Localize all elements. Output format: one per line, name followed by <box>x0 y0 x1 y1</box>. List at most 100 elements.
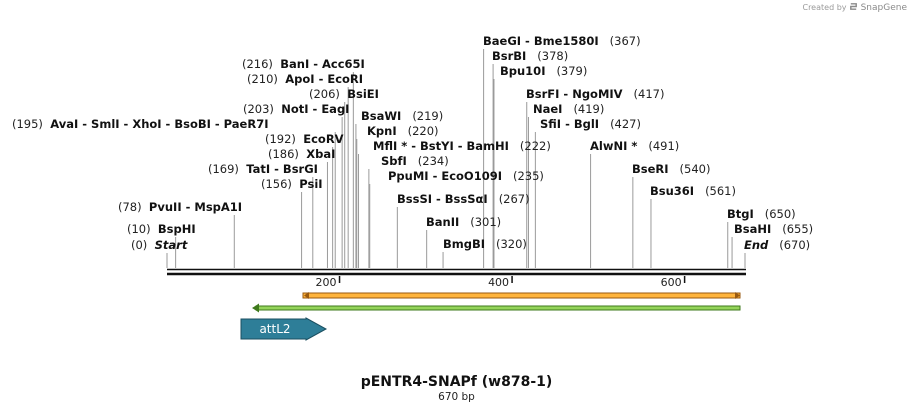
site-enzyme-name: BssSI - BssSαI <box>397 192 488 206</box>
site-label-3[interactable]: (156) PsiI <box>261 177 323 191</box>
site-label-5[interactable]: (186) XbaI <box>268 147 335 161</box>
site-enzyme-name: EcoRV <box>303 132 343 146</box>
site-enzyme-name: PvuII - MspA1I <box>149 200 242 214</box>
site-position: (192) <box>265 132 296 146</box>
orf-band[interactable] <box>302 292 741 299</box>
site-enzyme-name: BanII <box>426 215 459 229</box>
site-enzyme-name: BsiEI <box>347 87 379 101</box>
credit-prefix: Created by <box>802 3 847 12</box>
site-enzyme-name: SbfI <box>381 154 407 168</box>
site-position: (216) <box>242 57 273 71</box>
site-label-11[interactable]: (216) BanI - Acc65I <box>242 57 365 71</box>
site-label-13[interactable]: KpnI (220) <box>367 124 439 138</box>
site-label-25[interactable]: SfiI - BglI (427) <box>540 117 641 131</box>
site-position: (210) <box>247 72 278 86</box>
site-label-23[interactable]: BsrFI - NgoMIV (417) <box>526 87 664 101</box>
site-label-14[interactable]: MflI * - BstYI - BamHI (222) <box>373 139 551 153</box>
site-enzyme-name: PpuMI - EcoO109I <box>388 169 502 183</box>
site-enzyme-name: BanI - Acc65I <box>280 57 365 71</box>
site-label-2[interactable]: (78) PvuII - MspA1I <box>118 200 242 214</box>
site-enzyme-name: NaeI <box>533 102 562 116</box>
site-enzyme-name: SfiI - BglI <box>540 117 599 131</box>
site-position: (427) <box>610 117 641 131</box>
site-position: (540) <box>680 162 711 176</box>
site-label-15[interactable]: SbfI (234) <box>381 154 449 168</box>
site-label-9[interactable]: (206) BsiEI <box>309 87 379 101</box>
site-label-10[interactable]: (210) ApoI - EcoRI <box>247 72 363 86</box>
site-position: (220) <box>408 124 439 138</box>
site-enzyme-name: NotI - EagI <box>281 102 349 116</box>
site-enzyme-name: BmgBI <box>443 237 485 251</box>
site-position: (670) <box>779 238 810 252</box>
site-enzyme-name: Bsu36I <box>650 184 694 198</box>
site-label-18[interactable]: BanII (301) <box>426 215 501 229</box>
site-enzyme-name: End <box>744 238 769 252</box>
site-enzyme-name: BaeGI - Bme1580I <box>483 34 599 48</box>
site-enzyme-name: KpnI <box>367 124 397 138</box>
site-position: (219) <box>412 109 443 123</box>
site-label-22[interactable]: Bpu10I (379) <box>500 64 587 78</box>
site-label-24[interactable]: NaeI (419) <box>533 102 604 116</box>
site-enzyme-name: BspHI <box>158 222 196 236</box>
site-label-0[interactable]: (0) Start <box>131 238 188 252</box>
site-position: (491) <box>648 139 679 153</box>
site-label-31[interactable]: End (670) <box>744 238 810 252</box>
site-enzyme-name: Start <box>155 238 188 252</box>
site-label-27[interactable]: BseRI (540) <box>632 162 710 176</box>
tick-label-200: 200 <box>316 276 337 289</box>
site-enzyme-name: BsrBI <box>492 49 526 63</box>
orf-band-left-arrow <box>304 292 309 299</box>
site-position: (417) <box>634 87 665 101</box>
site-position: (10) <box>127 222 151 236</box>
site-enzyme-name: MflI * - BstYI - BamHI <box>373 139 509 153</box>
snapgene-credit: Created by SnapGene <box>802 2 907 13</box>
site-position: (186) <box>268 147 299 161</box>
backbone-line <box>167 268 746 276</box>
feature-label-attL2: attL2 <box>259 322 290 336</box>
site-label-8[interactable]: (203) NotI - EagI <box>243 102 349 116</box>
site-position: (379) <box>556 64 587 78</box>
green-band[interactable] <box>255 305 741 311</box>
site-enzyme-name: Bpu10I <box>500 64 545 78</box>
green-band-left-arrow <box>252 303 259 313</box>
site-label-29[interactable]: BtgI (650) <box>727 207 796 221</box>
site-enzyme-name: AvaI - SmlI - XhoI - BsoBI - PaeR7I <box>50 117 268 131</box>
site-position: (195) <box>12 117 43 131</box>
site-position: (320) <box>496 237 527 251</box>
site-position: (222) <box>520 139 551 153</box>
site-position: (561) <box>705 184 736 198</box>
site-label-4[interactable]: (169) TatI - BsrGI <box>208 162 318 176</box>
site-label-1[interactable]: (10) BspHI <box>127 222 196 236</box>
site-label-26[interactable]: AlwNI * (491) <box>590 139 679 153</box>
site-enzyme-name: BtgI <box>727 207 754 221</box>
site-position: (301) <box>470 215 501 229</box>
site-position: (267) <box>499 192 530 206</box>
site-enzyme-name: TatI - BsrGI <box>246 162 318 176</box>
feature-arrow-attL2[interactable] <box>240 317 328 341</box>
site-label-6[interactable]: (192) EcoRV <box>265 132 344 146</box>
site-label-7[interactable]: (195) AvaI - SmlI - XhoI - BsoBI - PaeR7… <box>12 117 269 131</box>
site-label-16[interactable]: PpuMI - EcoO109I (235) <box>388 169 544 183</box>
site-label-30[interactable]: BsaHI (655) <box>734 222 813 236</box>
map-title: pENTR4-SNAPf (w878-1) <box>360 374 553 390</box>
snapgene-logo-icon <box>849 3 861 12</box>
tick-label-600: 600 <box>661 276 682 289</box>
credit-brand: SnapGene <box>860 3 907 13</box>
site-label-17[interactable]: BssSI - BssSαI (267) <box>397 192 530 206</box>
site-enzyme-name: BsrFI - NgoMIV <box>526 87 623 101</box>
site-position: (367) <box>610 34 641 48</box>
site-position: (650) <box>765 207 796 221</box>
site-position: (234) <box>418 154 449 168</box>
site-label-19[interactable]: BmgBI (320) <box>443 237 527 251</box>
site-position: (655) <box>782 222 813 236</box>
site-position: (0) <box>131 238 147 252</box>
site-label-28[interactable]: Bsu36I (561) <box>650 184 736 198</box>
site-label-21[interactable]: BsrBI (378) <box>492 49 568 63</box>
site-position: (206) <box>309 87 340 101</box>
site-enzyme-name: ApoI - EcoRI <box>285 72 363 86</box>
site-label-12[interactable]: BsaWI (219) <box>361 109 443 123</box>
site-position: (378) <box>537 49 568 63</box>
site-label-20[interactable]: BaeGI - Bme1580I (367) <box>483 34 641 48</box>
site-enzyme-name: BsaHI <box>734 222 771 236</box>
